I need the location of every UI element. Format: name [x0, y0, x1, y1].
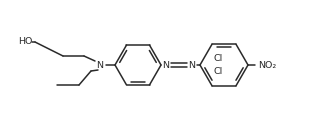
Text: N: N — [188, 61, 196, 69]
Text: N: N — [96, 61, 104, 69]
Text: NO₂: NO₂ — [258, 61, 276, 69]
Text: HO: HO — [18, 37, 32, 46]
Text: N: N — [163, 61, 169, 69]
Text: Cl: Cl — [214, 54, 223, 63]
Text: Cl: Cl — [214, 67, 223, 76]
